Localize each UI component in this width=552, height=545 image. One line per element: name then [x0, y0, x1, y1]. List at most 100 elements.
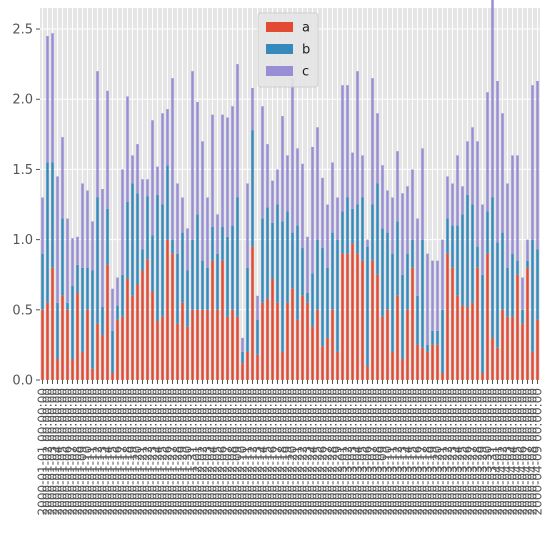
xtick-label-4: 2000-01-05 00:00:00 [56, 388, 70, 515]
bar-b-67 [376, 183, 379, 275]
bar-a-86 [471, 302, 474, 380]
xtick-label-97: 2000-04-07 00:00:00 [521, 388, 535, 515]
bar-c-67 [376, 113, 379, 184]
bar-a-51 [296, 319, 299, 380]
bar-a-47 [276, 302, 279, 380]
bar-c-70 [391, 197, 394, 254]
bar-b-5 [66, 302, 69, 310]
xtick-label-70: 2000-03-11 00:00:00 [386, 388, 400, 515]
bar-c-99 [536, 80, 539, 250]
bar-b-43 [256, 319, 259, 355]
bar-b-82 [451, 225, 454, 268]
bar-a-42 [251, 246, 254, 380]
bar-c-33 [206, 197, 209, 268]
bar-a-60 [341, 253, 344, 380]
xtick-label-55: 2000-02-25 00:00:00 [311, 388, 325, 515]
xtick-label-39: 2000-02-09 00:00:00 [231, 388, 245, 515]
xtick-label-83: 2000-03-24 00:00:00 [451, 388, 465, 515]
bar-b-48 [281, 221, 284, 352]
xtick-label-37: 2000-02-07 00:00:00 [221, 388, 235, 515]
bar-b-9 [86, 267, 89, 310]
xtick-label-56: 2000-02-26 00:00:00 [316, 388, 330, 515]
bar-b-3 [56, 302, 59, 359]
bar-c-85 [466, 141, 469, 195]
bar-c-54 [311, 146, 314, 274]
bar-a-46 [271, 278, 274, 380]
bar-a-83 [456, 295, 459, 380]
bar-c-56 [321, 177, 324, 249]
xtick-label-80: 2000-03-21 00:00:00 [436, 388, 450, 515]
bar-b-14 [111, 330, 114, 373]
bar-c-21 [146, 179, 149, 197]
bar-c-11 [96, 71, 99, 198]
bar-b-10 [91, 270, 94, 369]
bar-b-45 [266, 207, 269, 299]
bar-b-0 [41, 253, 44, 310]
bar-b-76 [421, 239, 424, 348]
legend-swatch-b [266, 44, 293, 54]
xtick-label-17: 2000-01-18 00:00:00 [121, 388, 135, 515]
bar-a-41 [246, 351, 249, 380]
bar-a-28 [181, 302, 184, 380]
bar-c-79 [436, 260, 439, 331]
bar-a-95 [516, 274, 519, 380]
xtick-label-79: 2000-03-20 00:00:00 [431, 388, 445, 515]
bar-c-20 [141, 179, 144, 250]
bar-c-82 [451, 183, 454, 226]
bar-a-11 [96, 323, 99, 380]
bar-c-73 [406, 186, 409, 254]
bar-b-49 [286, 211, 289, 303]
bar-b-55 [316, 239, 319, 310]
bar-c-49 [286, 155, 289, 212]
bar-a-35 [216, 309, 219, 380]
bar-a-29 [186, 326, 189, 380]
xtick-label-84: 2000-03-25 00:00:00 [456, 388, 470, 515]
ytick-label-5: 2.5 [12, 23, 33, 38]
xtick-label-62: 2000-03-03 00:00:00 [346, 388, 360, 515]
bar-a-56 [321, 346, 324, 380]
legend-swatch-a [266, 22, 293, 32]
bar-b-70 [391, 253, 394, 352]
bar-b-97 [526, 260, 529, 268]
bar-a-59 [336, 351, 339, 380]
bar-b-40 [241, 351, 244, 364]
bar-c-94 [511, 155, 514, 254]
bar-c-8 [81, 183, 84, 268]
legend-label-b: b [302, 43, 310, 58]
bar-a-85 [466, 307, 469, 380]
xtick-label-72: 2000-03-13 00:00:00 [396, 388, 410, 515]
bar-a-25 [166, 239, 169, 380]
bar-c-86 [471, 127, 474, 205]
xtick-label-14: 2000-01-15 00:00:00 [106, 388, 120, 515]
xtick-label-36: 2000-02-06 00:00:00 [216, 388, 230, 515]
bar-c-97 [526, 239, 529, 261]
bar-a-18 [131, 295, 134, 380]
xtick-label-76: 2000-03-17 00:00:00 [416, 388, 430, 515]
bar-b-31 [196, 214, 199, 310]
bar-b-60 [341, 211, 344, 254]
bar-a-68 [381, 316, 384, 380]
xtick-label-25: 2000-01-26 00:00:00 [161, 388, 175, 515]
bar-b-62 [351, 208, 354, 244]
bar-c-93 [506, 183, 509, 268]
bar-b-42 [251, 130, 254, 247]
bar-c-60 [341, 85, 344, 212]
bar-a-38 [231, 309, 234, 380]
bar-a-50 [291, 288, 294, 380]
xtick-label-63: 2000-03-04 00:00:00 [351, 388, 365, 515]
bar-b-47 [276, 204, 279, 303]
bar-b-78 [431, 330, 434, 345]
bar-b-80 [441, 309, 444, 373]
xtick-label-57: 2000-02-27 00:00:00 [321, 388, 335, 515]
bar-c-12 [101, 189, 104, 308]
xtick-label-50: 2000-02-20 00:00:00 [286, 388, 300, 515]
xtick-label-12: 2000-01-13 00:00:00 [96, 388, 110, 515]
xtick-label-58: 2000-02-28 00:00:00 [326, 388, 340, 515]
xtick-label-30: 2000-01-31 00:00:00 [186, 388, 200, 515]
bar-b-93 [506, 267, 509, 317]
bar-b-99 [536, 249, 539, 320]
bar-c-40 [241, 337, 244, 352]
bar-b-54 [311, 273, 314, 327]
bar-a-33 [206, 309, 209, 380]
bar-b-15 [116, 305, 119, 320]
